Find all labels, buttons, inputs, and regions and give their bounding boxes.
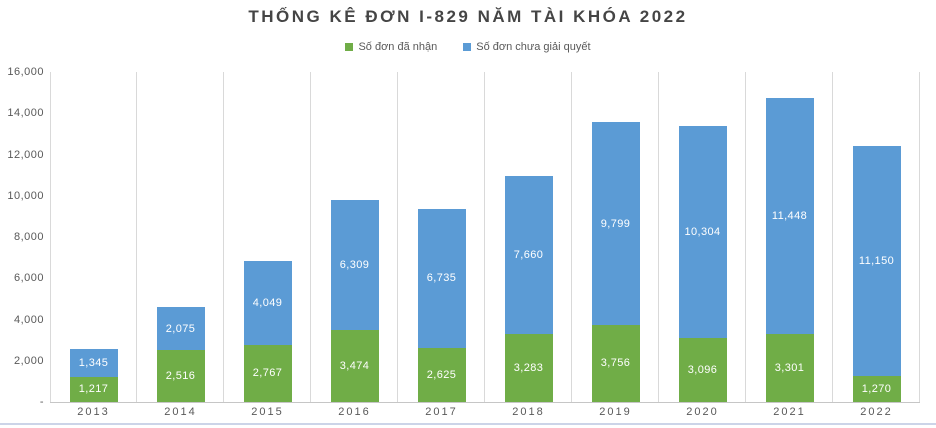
bar-segment-received: 1,270 [852, 375, 901, 402]
bar-segment-pending: 7,660 [504, 176, 553, 335]
bar-segment-pending: 4,049 [243, 261, 292, 345]
x-tick-label: 2016 [338, 406, 371, 418]
y-tick-label: 12,000 [7, 148, 44, 161]
category-gridline [571, 72, 572, 402]
stacked-bar-2020: 3,096 10,304 [678, 125, 727, 402]
legend-swatch-green-icon [345, 43, 354, 51]
y-tick-label: 14,000 [7, 107, 44, 120]
bar-value-label: 1,345 [78, 357, 109, 370]
stacked-bar-2019: 3,756 9,799 [591, 122, 640, 402]
bar-segment-pending: 2,075 [156, 307, 205, 351]
bar-segment-received: 3,283 [504, 334, 553, 402]
category-gridline [136, 72, 137, 402]
stacked-bar-2021: 3,301 11,448 [765, 97, 814, 402]
category-gridline [310, 72, 311, 402]
bar-value-label: 2,767 [252, 367, 283, 380]
bar-segment-received: 3,096 [678, 338, 727, 402]
x-tick-label: 2018 [512, 406, 545, 418]
y-tick-label: 2,000 [13, 354, 44, 367]
bar-value-label: 3,756 [600, 357, 631, 370]
x-tick-label: 2022 [860, 406, 893, 418]
bar-segment-received: 2,625 [417, 347, 466, 402]
x-tick-label: 2015 [251, 406, 284, 418]
chart-border-bottom [0, 423, 936, 425]
bar-value-label: 3,283 [513, 362, 544, 375]
bar-value-label: 2,075 [165, 322, 196, 335]
stacked-bar-2013: 1,217 1,345 [69, 349, 118, 402]
bar-value-label: 10,304 [684, 225, 721, 238]
chart-title: THỐNG KÊ ĐƠN I-829 NĂM TÀI KHÓA 2022 [248, 7, 688, 26]
chart-legend: Số đơn đã nhận Số đơn chưa giải quyết [0, 41, 936, 53]
stacked-bar-2017: 2,625 6,735 [417, 208, 466, 402]
x-tick-label: 2020 [686, 406, 719, 418]
bar-segment-pending: 11,150 [852, 145, 901, 376]
category-gridline [832, 72, 833, 402]
bar-value-label: 1,217 [78, 383, 109, 396]
bar-segment-received: 2,767 [243, 344, 292, 402]
x-tick-label: 2017 [425, 406, 458, 418]
category-gridline [397, 72, 398, 402]
stacked-bar-2018: 3,283 7,660 [504, 176, 553, 402]
bar-segment-received: 3,474 [330, 330, 379, 402]
bar-segment-pending: 1,345 [69, 349, 118, 377]
bar-value-label: 1,270 [861, 382, 892, 395]
stacked-bar-2022: 1,270 11,150 [852, 145, 901, 402]
legend-swatch-blue-icon [463, 43, 472, 51]
stacked-bar-2015: 2,767 4,049 [243, 261, 292, 402]
bar-segment-received: 3,756 [591, 324, 640, 402]
bar-value-label: 3,474 [339, 360, 370, 373]
x-axis: 2013 2014 2015 2016 2017 2018 2019 2020 2021 2022 [50, 406, 920, 420]
bar-segment-pending: 6,735 [417, 208, 466, 348]
category-gridline [745, 72, 746, 402]
bar-segment-received: 2,516 [156, 350, 205, 402]
y-tick-label: 10,000 [7, 189, 44, 202]
y-tick-label: 6,000 [13, 272, 44, 285]
legend-item-pending: Số đơn chưa giải quyết [463, 41, 591, 53]
bar-value-label: 11,448 [771, 209, 808, 222]
plot-area: 1,217 1,345 2,516 2,075 2,767 4,049 3,474 6,309… [50, 72, 920, 403]
x-tick-label: 2013 [77, 406, 110, 418]
bar-value-label: 4,049 [252, 297, 283, 310]
category-gridline [484, 72, 485, 402]
category-gridline [919, 72, 920, 402]
y-tick-label: 4,000 [13, 313, 44, 326]
bar-segment-pending: 11,448 [765, 97, 814, 334]
category-gridline [50, 72, 51, 402]
bar-value-label: 3,096 [687, 364, 718, 377]
bar-value-label: 6,309 [339, 259, 370, 272]
legend-item-received: Số đơn đã nhận [345, 41, 437, 53]
bar-value-label: 3,301 [774, 361, 805, 374]
x-axis-line [50, 402, 920, 403]
category-gridline [223, 72, 224, 402]
legend-label-received: Số đơn đã nhận [358, 41, 438, 53]
bar-value-label: 11,150 [858, 254, 895, 267]
bar-value-label: 7,660 [513, 249, 544, 262]
legend-label-pending: Số đơn chưa giải quyết [476, 41, 591, 53]
stacked-bar-2014: 2,516 2,075 [156, 307, 205, 402]
bar-segment-received: 3,301 [765, 333, 814, 402]
bar-segment-received: 1,217 [69, 376, 118, 402]
y-tick-label: 8,000 [13, 231, 44, 243]
bar-value-label: 6,735 [426, 272, 457, 285]
bar-segment-pending: 6,309 [330, 200, 379, 331]
x-tick-label: 2021 [773, 406, 806, 418]
x-tick-label: 2014 [164, 406, 197, 418]
bar-segment-pending: 10,304 [678, 125, 727, 339]
category-gridline [658, 72, 659, 402]
x-tick-label: 2019 [599, 406, 632, 418]
bar-value-label: 2,516 [165, 370, 196, 383]
bar-value-label: 2,625 [426, 368, 457, 381]
y-tick-label: - [39, 396, 44, 408]
bar-value-label: 9,799 [600, 217, 631, 230]
stacked-bar-2016: 3,474 6,309 [330, 200, 379, 402]
y-tick-label: 16,000 [7, 66, 44, 78]
bar-segment-pending: 9,799 [591, 122, 640, 325]
